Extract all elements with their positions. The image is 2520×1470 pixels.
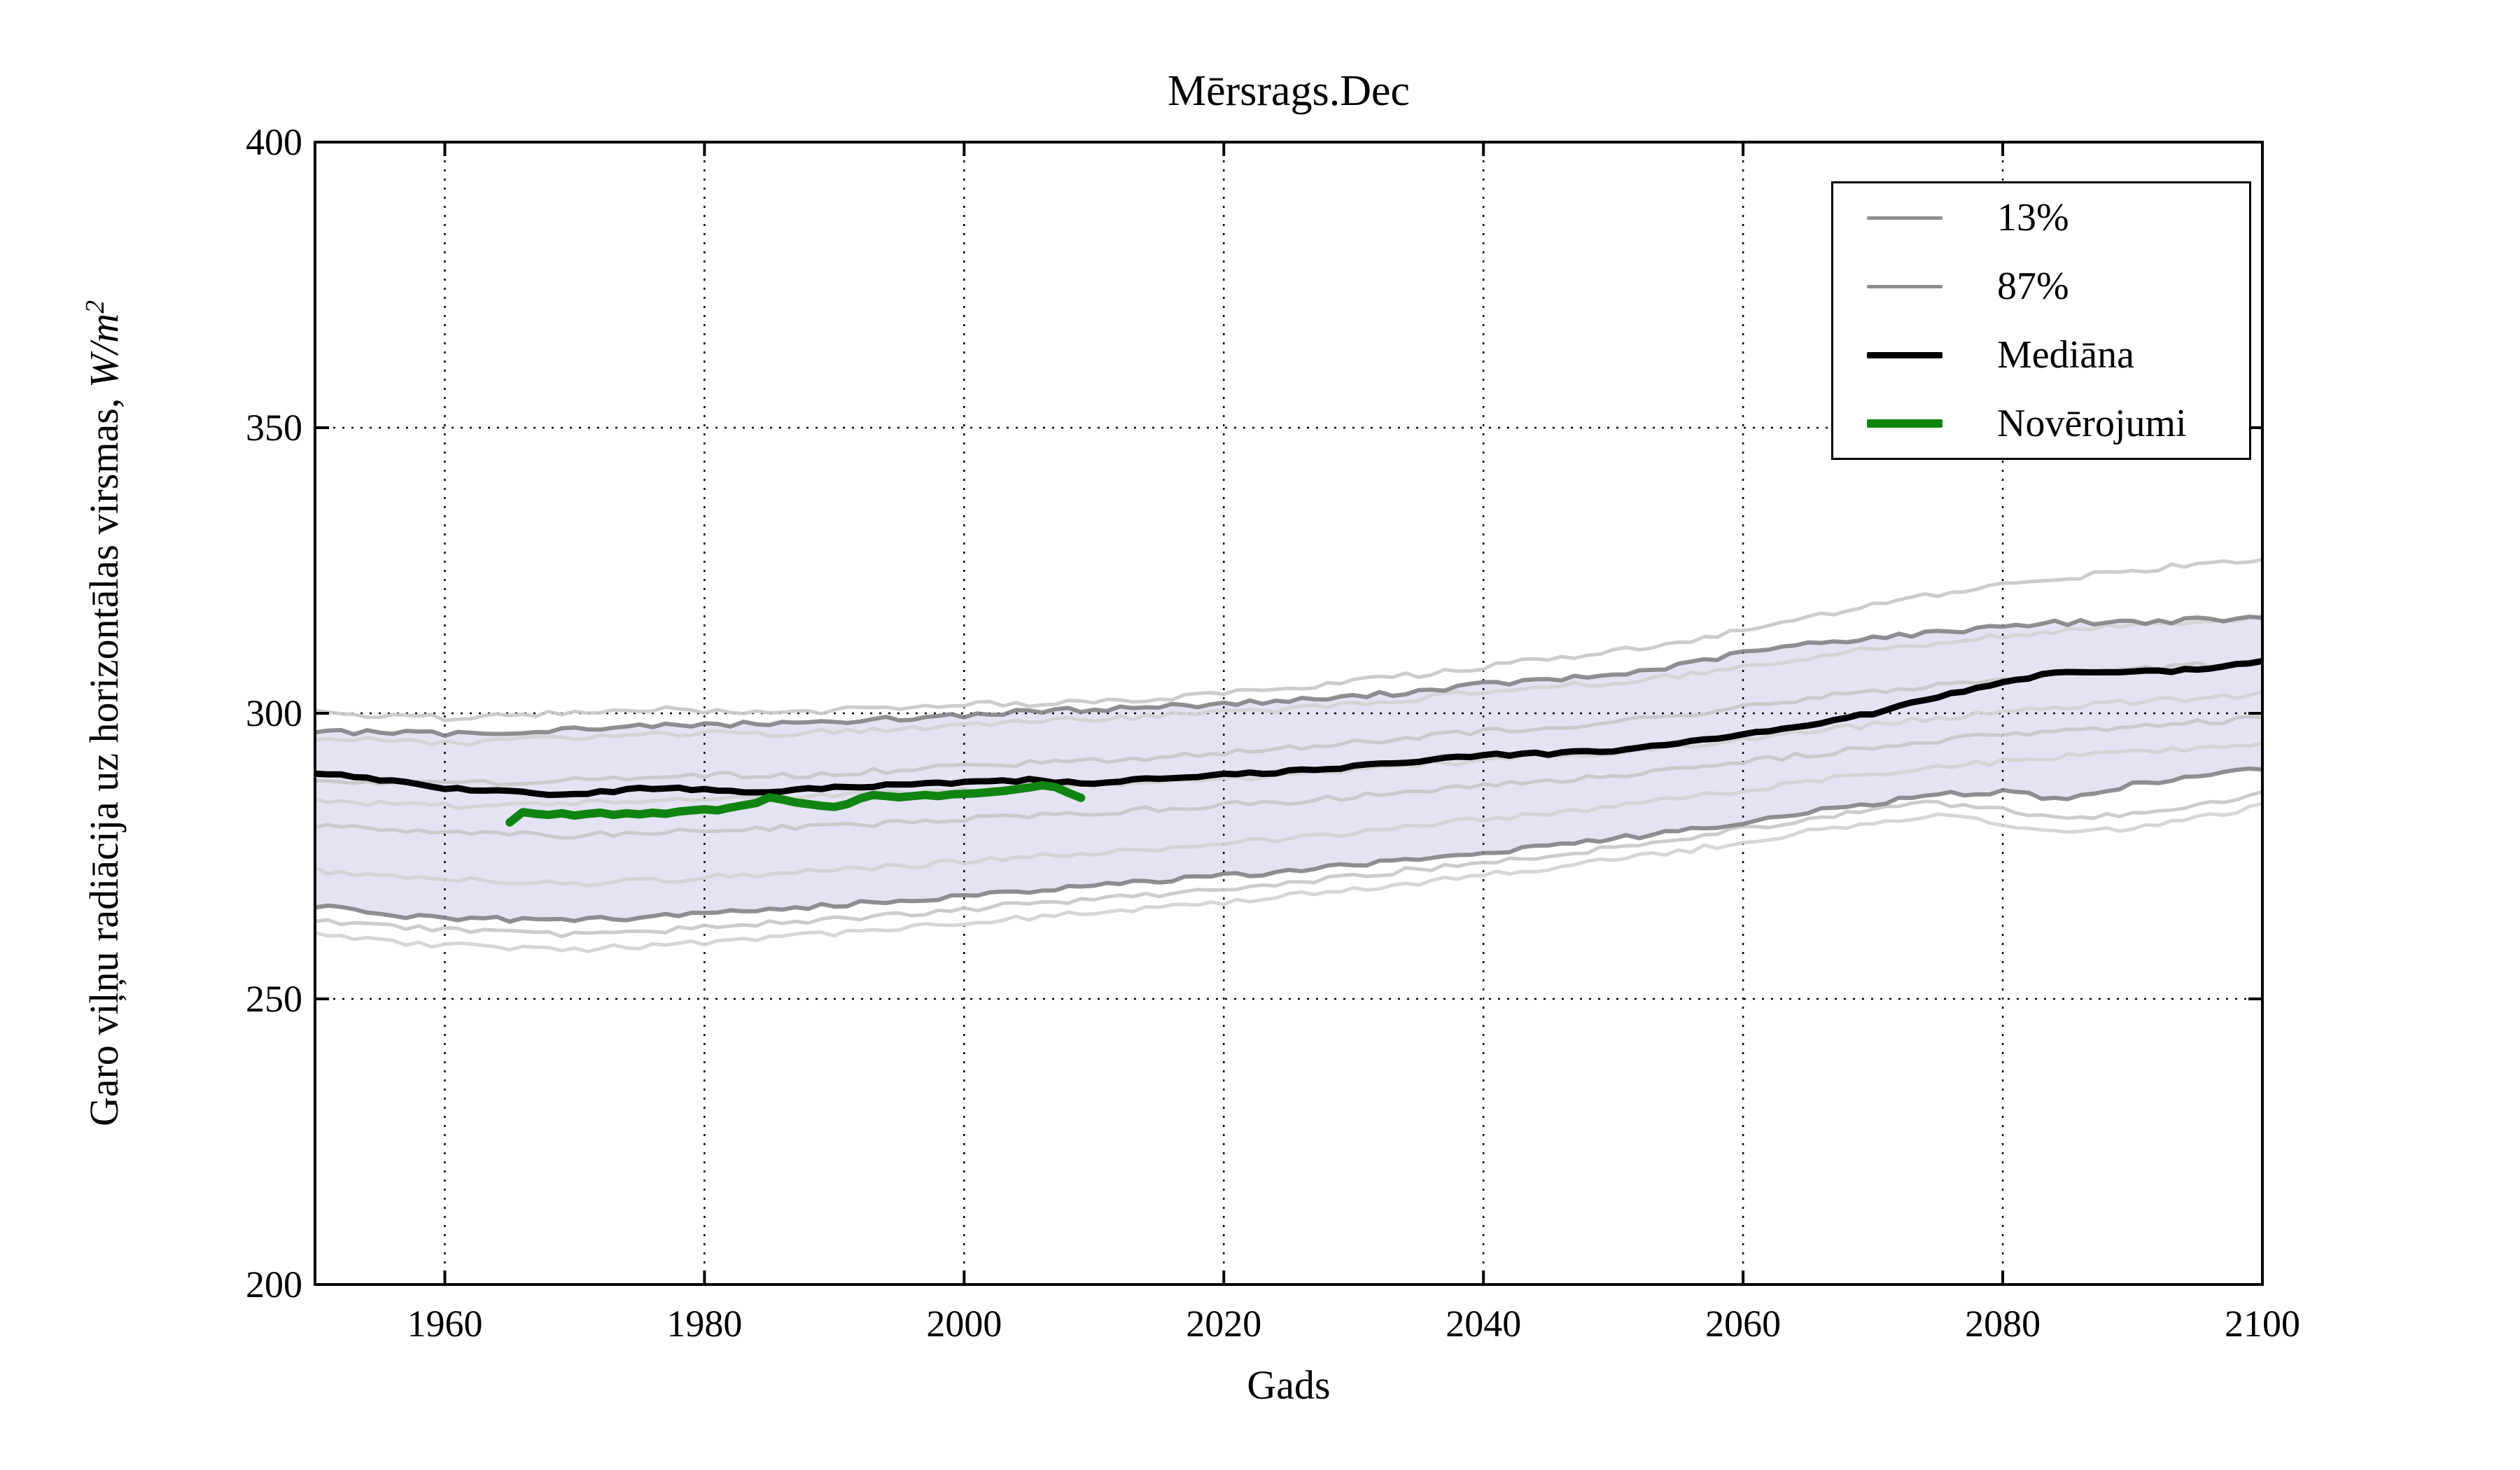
legend-line-sample-0 [1867, 216, 1942, 220]
observations-line [505, 780, 1086, 827]
ytick-label-200: 200 [246, 1264, 302, 1306]
ytick-label-300: 300 [246, 692, 302, 734]
ytick-label-400: 400 [246, 121, 302, 163]
ensemble-1-line [314, 557, 2263, 722]
y-axis-label: Garo viļņu radiācija uz horizontālas vir… [80, 300, 127, 1126]
legend-line-sample-2 [1867, 351, 1942, 358]
ensemble-6-line [314, 741, 2263, 888]
percentile-lower-line [314, 766, 2263, 924]
legend-line-sample-3 [1867, 419, 1942, 428]
ytick-label-250: 250 [246, 978, 302, 1020]
xtick-label-2000: 2000 [926, 1303, 1002, 1345]
median-line [314, 657, 2263, 799]
ensemble-8-line [314, 802, 2263, 953]
xtick-label-2080: 2080 [1965, 1303, 2041, 1345]
ensemble-5-line [314, 715, 2263, 840]
xtick-label-2060: 2060 [1705, 1303, 1782, 1345]
ensemble-7-line [314, 790, 2263, 939]
x-axis-label: Gads [1247, 1362, 1331, 1408]
legend-label-1: 87% [1997, 265, 2069, 308]
legend-item-2: Mediāna [1833, 321, 2249, 389]
legend-item-3: Novērojumi [1833, 389, 2249, 458]
legend-item-0: 13% [1833, 183, 2249, 252]
legend-line-sample-1 [1867, 284, 1942, 288]
legend-item-1: 87% [1833, 252, 2249, 321]
ensemble-2-line [314, 614, 2263, 747]
ytick-label-350: 350 [246, 407, 302, 449]
xtick-label-2040: 2040 [1446, 1303, 1522, 1345]
legend-label-3: Novērojumi [1997, 402, 2187, 445]
legend-label-2: Mediāna [1997, 333, 2134, 377]
y-axis-unit: W/m [81, 313, 127, 388]
legend-label-0: 13% [1997, 196, 2069, 239]
xtick-label-1980: 1980 [666, 1303, 743, 1345]
y-axis-label-text: Garo viļņu radiācija uz horizontālas vir… [81, 388, 127, 1127]
legend: 13% 87% Mediāna Novērojumi [1831, 181, 2251, 460]
percentile-upper-line [314, 615, 2263, 738]
chart-title: Mērsrags.Dec [1167, 67, 1410, 115]
y-axis-unit-exponent: 2 [80, 300, 110, 314]
ensemble-4-line [314, 690, 2263, 811]
xtick-label-2020: 2020 [1186, 1303, 1262, 1345]
xtick-label-2100: 2100 [2225, 1303, 2300, 1345]
xtick-label-1960: 1960 [407, 1303, 483, 1345]
ensemble-3-line [314, 659, 2263, 787]
